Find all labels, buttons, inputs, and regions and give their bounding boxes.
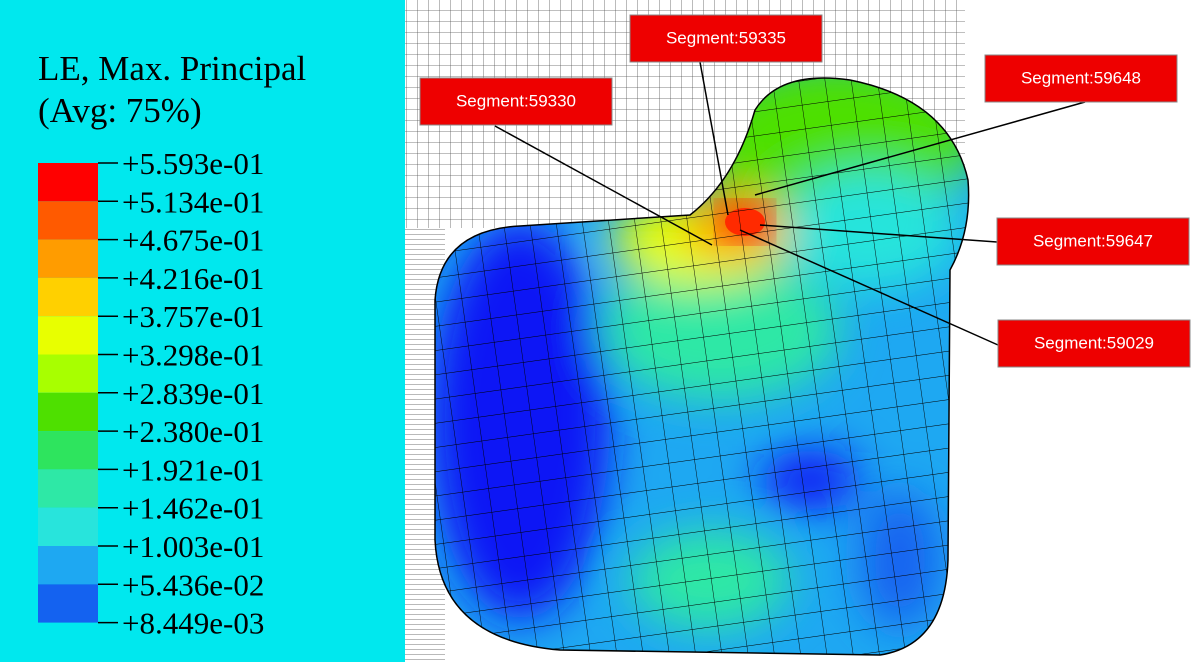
leader-line [754, 101, 1086, 196]
legend-label: +1.462e-01 [122, 491, 264, 526]
legend-swatch [38, 546, 98, 585]
legend-label: +2.380e-01 [122, 414, 264, 449]
legend-label: +1.921e-01 [122, 452, 264, 487]
annotation-box [984, 54, 1178, 103]
legend-swatch [38, 584, 98, 623]
legend-title: LE, Max. Principal [38, 49, 307, 88]
legend-swatch [38, 507, 98, 546]
annotation-box [419, 77, 613, 126]
legend-swatch [38, 239, 98, 278]
legend-label: +3.757e-01 [122, 299, 264, 334]
leader-line [759, 224, 998, 243]
legend-swatch [38, 392, 98, 432]
annotation-label: Segment:59029 [1034, 333, 1154, 352]
legend-label: +4.216e-01 [122, 261, 264, 296]
legend-label: +5.134e-01 [122, 184, 264, 219]
legend-label: +5.436e-02 [122, 567, 264, 602]
legend-swatch [38, 316, 98, 355]
legend-subtitle: (Avg: 75%) [38, 91, 202, 130]
leader-line [739, 229, 999, 346]
annotation-label: Segment:59647 [1033, 231, 1153, 250]
legend-label: +2.839e-01 [122, 376, 264, 411]
annotation-box [996, 217, 1190, 266]
legend-label: +8.449e-03 [122, 606, 264, 641]
legend-label: +1.003e-01 [122, 529, 264, 564]
annotation-label: Segment:59335 [666, 28, 786, 47]
legend-label: +4.675e-01 [122, 223, 264, 258]
annotation-label: Segment:59648 [1021, 68, 1141, 87]
legend-label: +5.593e-01 [122, 146, 264, 181]
leader-line [699, 61, 729, 216]
legend-swatch [38, 354, 98, 393]
legend-swatch [38, 469, 98, 508]
legend-swatch [38, 277, 98, 317]
legend-swatch [38, 201, 98, 240]
annotation-box [997, 319, 1191, 368]
annotation-box [629, 14, 823, 63]
legend-swatch [38, 431, 98, 470]
contour-plot [435, 78, 969, 655]
annotation-label: Segment:59330 [456, 91, 576, 110]
legend-label: +3.298e-01 [122, 338, 264, 373]
legend-swatch [38, 163, 98, 202]
leader-line [494, 125, 713, 246]
